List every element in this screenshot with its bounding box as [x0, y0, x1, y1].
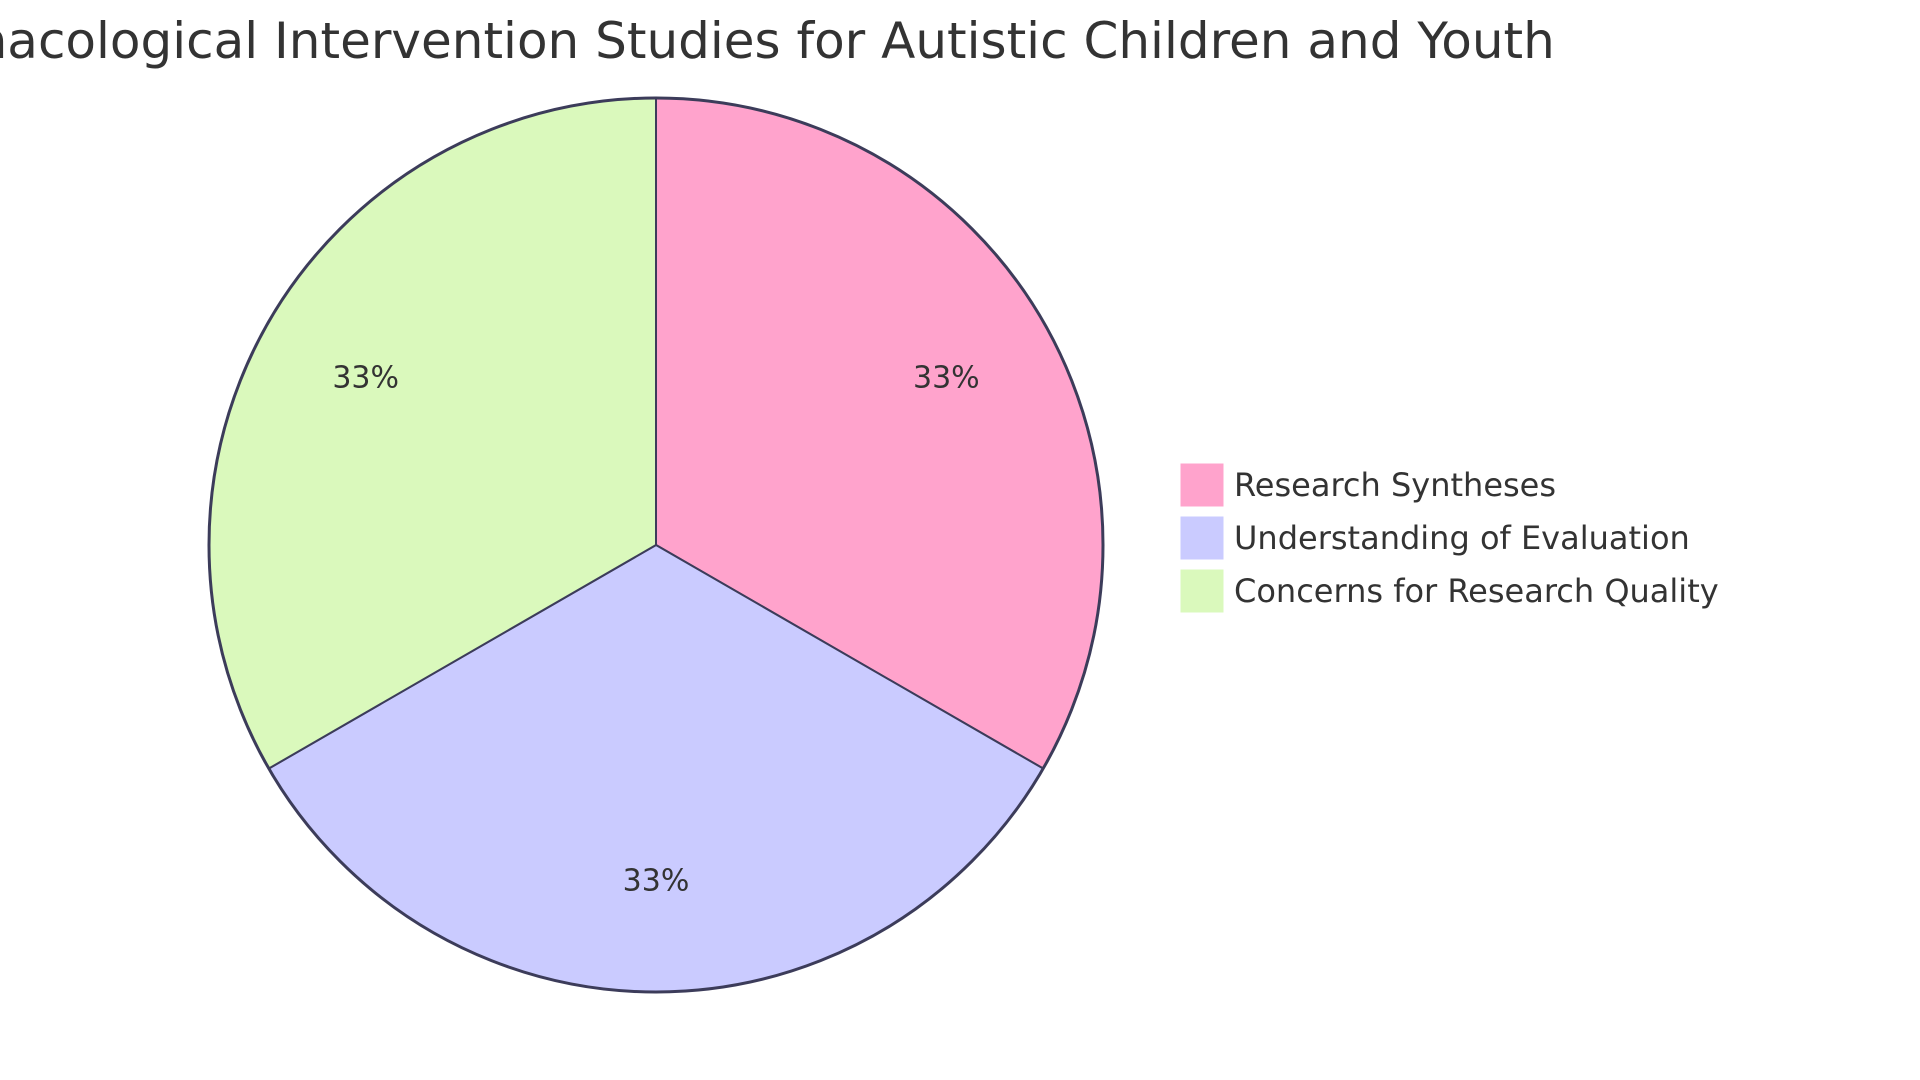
- pie-slices: [207, 96, 1105, 994]
- legend-label-0: Research Syntheses: [1234, 466, 1556, 504]
- legend-swatch-0: [1179, 462, 1225, 508]
- legend-swatch-2: [1179, 568, 1225, 614]
- slice-percent-label-0: 33%: [913, 360, 980, 395]
- pie-slice-labels: 33% 33% 33%: [332, 360, 979, 898]
- legend: Research Syntheses Understanding of Evalu…: [1179, 462, 1719, 614]
- legend-label-2: Concerns for Research Quality: [1234, 572, 1719, 610]
- legend-label-1: Understanding of Evaluation: [1234, 519, 1690, 557]
- legend-swatch-1: [1179, 515, 1225, 561]
- chart-title: Nonpharmacological Intervention Studies …: [0, 12, 1555, 70]
- pie-outline: [207, 96, 1105, 994]
- slice-percent-label-2: 33%: [332, 360, 399, 395]
- slice-percent-label-1: 33%: [623, 863, 690, 898]
